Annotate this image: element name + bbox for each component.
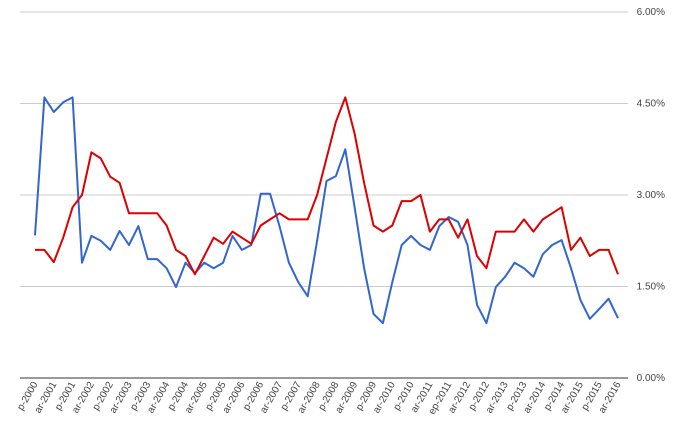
y-tick-label: 4.50% bbox=[637, 99, 665, 110]
series-line bbox=[34, 96, 619, 325]
series-line bbox=[35, 96, 619, 276]
y-tick-label: 0.00% bbox=[637, 373, 665, 384]
y-tick-label: 1.50% bbox=[637, 282, 665, 293]
y-tick-label: 6.00% bbox=[637, 7, 665, 18]
y-tick-label: 3.00% bbox=[637, 190, 665, 201]
